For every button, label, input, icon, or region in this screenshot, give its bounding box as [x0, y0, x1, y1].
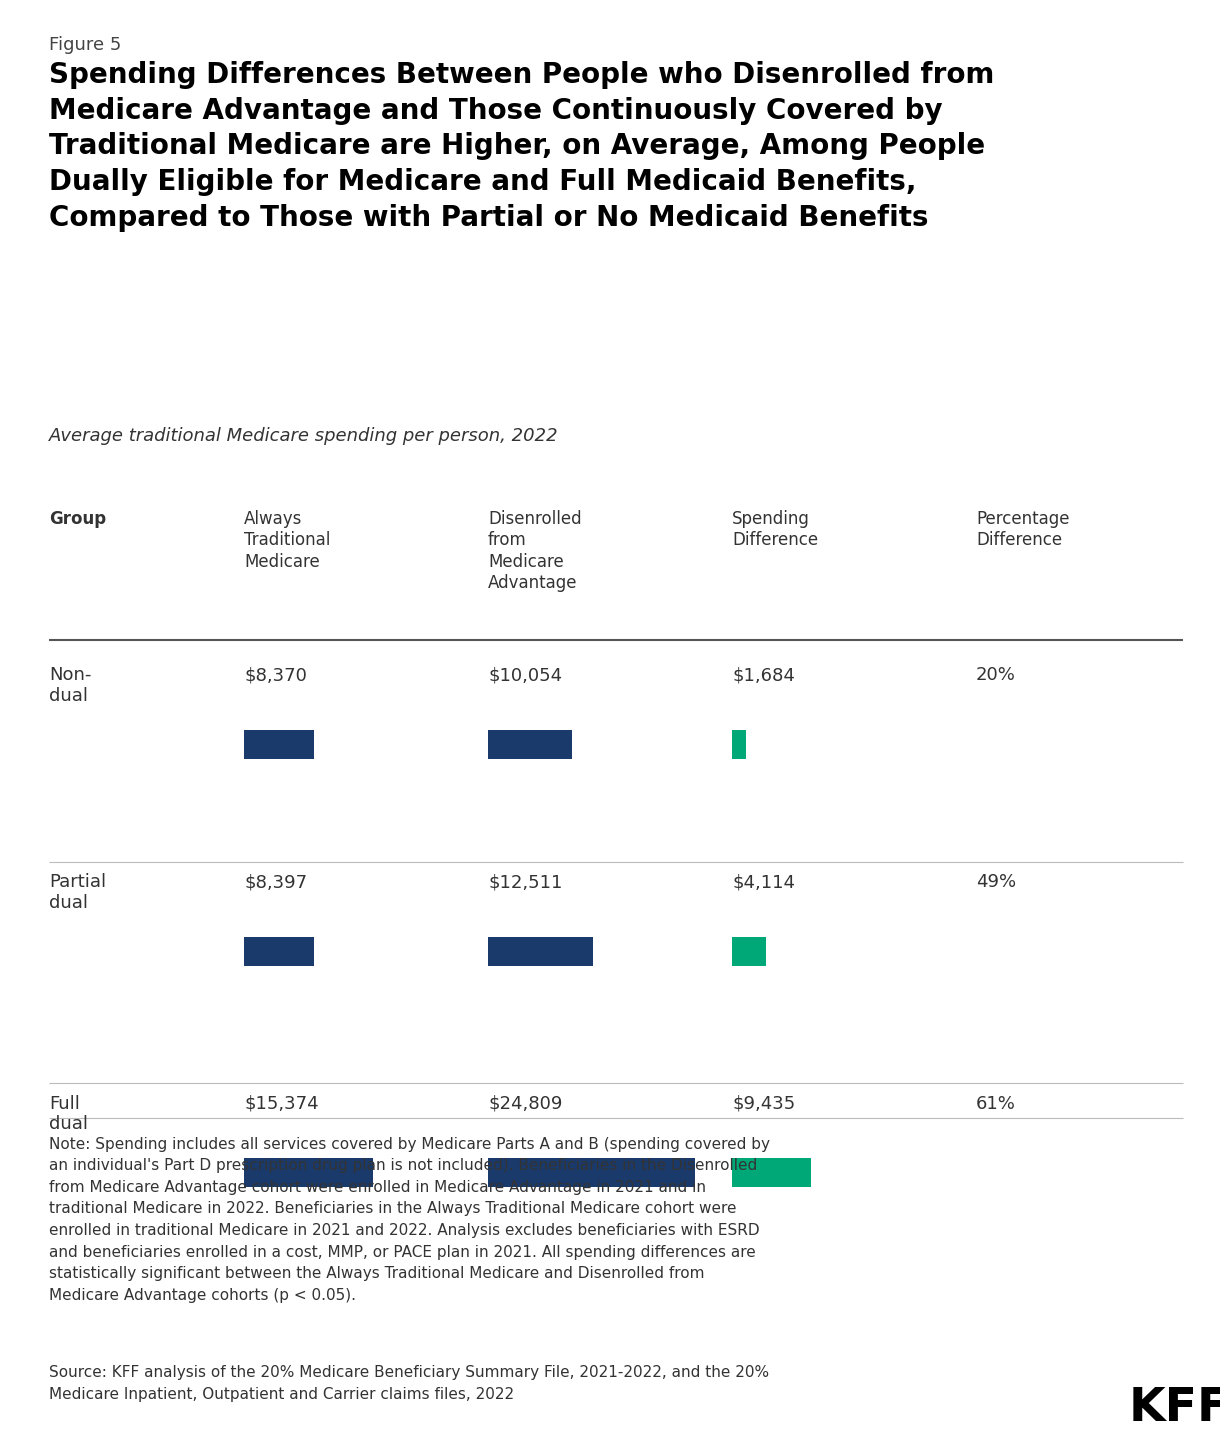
Text: $24,809: $24,809	[488, 1095, 562, 1112]
Text: $1,684: $1,684	[732, 666, 795, 683]
Bar	[732, 1158, 811, 1187]
Text: Percentage
Difference: Percentage Difference	[976, 510, 1070, 549]
Bar	[732, 730, 747, 759]
Bar	[244, 1158, 372, 1187]
Bar	[488, 730, 572, 759]
Text: $15,374: $15,374	[244, 1095, 318, 1112]
Text: $8,397: $8,397	[244, 873, 307, 891]
Text: Note: Spending includes all services covered by Medicare Parts A and B (spending: Note: Spending includes all services cov…	[49, 1137, 770, 1303]
Text: $10,054: $10,054	[488, 666, 562, 683]
Bar	[488, 1158, 695, 1187]
Text: 61%: 61%	[976, 1095, 1016, 1112]
Text: 49%: 49%	[976, 873, 1016, 891]
Text: Partial
dual: Partial dual	[49, 873, 106, 912]
Text: Spending Differences Between People who Disenrolled from
Medicare Advantage and : Spending Differences Between People who …	[49, 61, 994, 232]
Bar	[488, 937, 593, 966]
Bar	[244, 937, 315, 966]
Text: 20%: 20%	[976, 666, 1016, 683]
Text: Source: KFF analysis of the 20% Medicare Beneficiary Summary File, 2021-2022, an: Source: KFF analysis of the 20% Medicare…	[49, 1365, 769, 1402]
Bar	[732, 937, 766, 966]
Text: Average traditional Medicare spending per person, 2022: Average traditional Medicare spending pe…	[49, 427, 559, 445]
Text: Full
dual: Full dual	[49, 1095, 88, 1134]
Text: Figure 5: Figure 5	[49, 36, 121, 54]
Bar	[244, 730, 314, 759]
Text: Group: Group	[49, 510, 106, 527]
Text: KFF: KFF	[1128, 1386, 1220, 1431]
Text: $4,114: $4,114	[732, 873, 795, 891]
Text: $9,435: $9,435	[732, 1095, 795, 1112]
Text: Non-
dual: Non- dual	[49, 666, 92, 705]
Text: $12,511: $12,511	[488, 873, 562, 891]
Text: Spending
Difference: Spending Difference	[732, 510, 819, 549]
Text: Always
Traditional
Medicare: Always Traditional Medicare	[244, 510, 331, 571]
Text: $8,370: $8,370	[244, 666, 307, 683]
Text: Disenrolled
from
Medicare
Advantage: Disenrolled from Medicare Advantage	[488, 510, 582, 592]
